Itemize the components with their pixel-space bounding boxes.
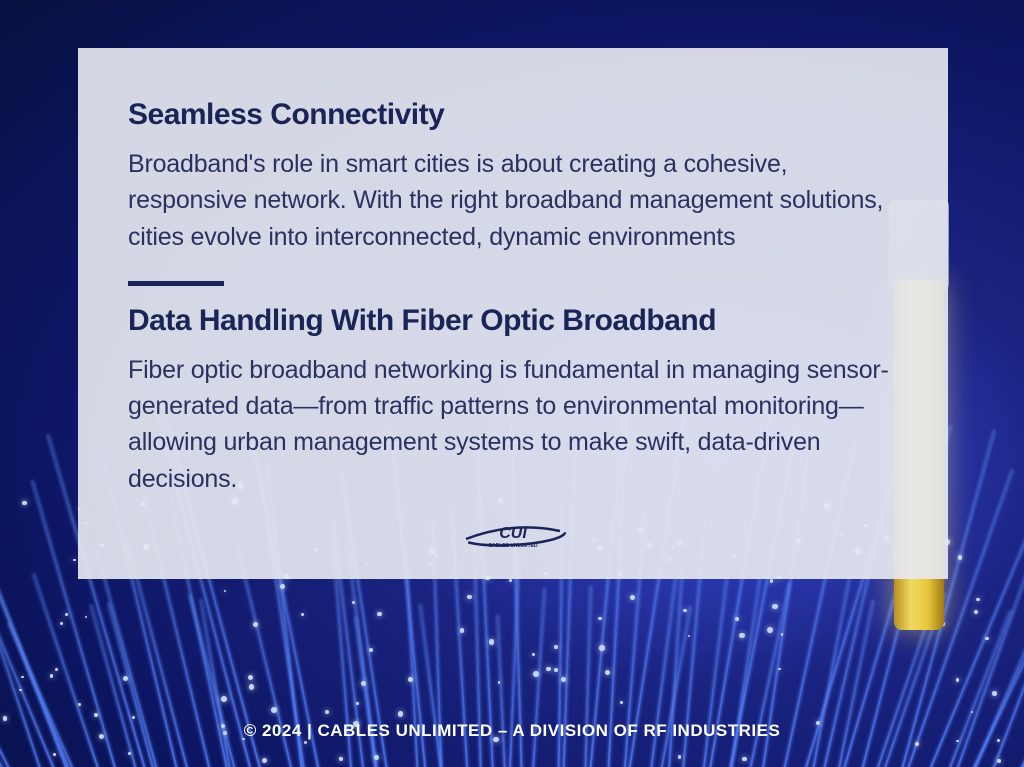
logo-text: CUI	[499, 525, 527, 542]
section2-body: Fiber optic broadband networking is fund…	[128, 352, 898, 497]
logo-container: CUI CABLES UNLIMITED	[128, 519, 898, 551]
logo-subtext: CABLES UNLIMITED	[488, 543, 538, 549]
cui-logo: CUI CABLES UNLIMITED	[458, 519, 568, 551]
copyright-footer: © 2024 | CABLES UNLIMITED – A DIVISION O…	[0, 721, 1024, 741]
section1-title: Seamless Connectivity	[128, 98, 898, 132]
content-card: Seamless Connectivity Broadband's role i…	[78, 48, 948, 579]
section-divider	[128, 281, 224, 286]
section1-body: Broadband's role in smart cities is abou…	[128, 146, 898, 255]
section2-title: Data Handling With Fiber Optic Broadband	[128, 304, 898, 338]
